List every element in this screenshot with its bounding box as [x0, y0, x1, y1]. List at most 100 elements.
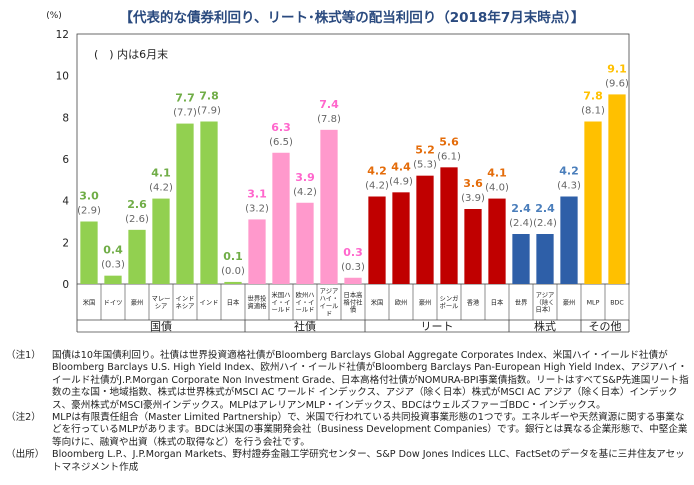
bar: [128, 229, 146, 284]
bar: [200, 121, 218, 284]
category-label: 欧州ハイ・イールド: [296, 290, 315, 314]
y-tick-label: 8: [62, 112, 69, 124]
bar: [296, 202, 314, 284]
value-label: 0.3: [343, 246, 363, 259]
value-label: 2.6: [127, 198, 147, 211]
prev-value-label: (2.6): [125, 214, 149, 225]
prev-value-label: (4.9): [389, 176, 413, 187]
value-label: 5.2: [415, 144, 435, 157]
value-label: 3.9: [295, 171, 315, 184]
value-label: 2.4: [535, 202, 555, 215]
y-axis: 0 2 4 6 8 10 12: [56, 29, 70, 291]
bar: [512, 234, 530, 284]
note-2: （注2） MLPは有限責任組合（Master Limited Partnersh…: [6, 412, 690, 449]
category-label: 豪州: [563, 297, 576, 306]
yield-bar-chart: 【代表的な債券利回り、リート･株式等の配当利回り（2018年7月末時点）】 (%…: [46, 9, 630, 333]
note-1: （注1） 国債は10年国債利回り。社債は世界投資適格社債がBloomberg B…: [6, 350, 690, 412]
value-label: 0.4: [103, 244, 123, 257]
value-label: 7.8: [199, 90, 219, 103]
prev-value-label: (4.0): [485, 183, 509, 194]
bar: [80, 221, 98, 284]
prev-value-label: (0.0): [221, 266, 245, 277]
value-label: 3.0: [79, 190, 99, 203]
category-label: アジアハイ・イールド: [320, 287, 339, 317]
legend-note: ( ) 内は6月末: [94, 47, 168, 61]
category-label: マレーシア: [152, 295, 171, 310]
category-label: 世界投資適格: [248, 294, 268, 310]
value-label: 9.1: [607, 62, 627, 75]
prev-value-label: (4.2): [365, 181, 389, 192]
prev-value-label: (3.2): [245, 203, 269, 214]
category-label: MLP: [587, 299, 600, 306]
value-label: 7.7: [175, 92, 195, 105]
value-label: 4.2: [559, 165, 579, 178]
category-label: 米国: [83, 297, 96, 306]
note-2-text: MLPは有限責任組合（Master Limited Partnership）で、…: [52, 412, 688, 448]
bar: [176, 123, 194, 284]
prev-value-label: (4.2): [149, 183, 173, 194]
note-1-label: （注1）: [6, 350, 41, 361]
category-label: 米国: [371, 297, 384, 306]
value-label: 7.4: [319, 98, 339, 111]
bar: [368, 196, 386, 284]
prev-value-label: (4.3): [557, 181, 581, 192]
group-label: 株式: [534, 319, 556, 333]
prev-value-label: (0.3): [341, 262, 365, 273]
category-label: インド: [200, 299, 219, 306]
category-label: 世界: [515, 297, 528, 306]
group-label: 国債: [150, 319, 172, 333]
page-title: 【代表的な債券利回り、リート･株式等の配当利回り（2018年7月末時点）】: [120, 9, 585, 26]
value-label: 4.1: [487, 167, 507, 180]
value-label: 6.3: [271, 121, 291, 134]
prev-value-label: (7.7): [173, 108, 197, 119]
bar: [464, 209, 482, 284]
category-label: 豪州: [419, 297, 432, 306]
value-label: 7.8: [583, 90, 603, 103]
value-label: 3.6: [463, 177, 483, 190]
note-1-text: 国債は10年国債利回り。社債は世界投資適格社債がBloomberg Barcla…: [52, 350, 689, 411]
y-tick-label: 4: [62, 196, 69, 208]
category-label: 日本: [227, 297, 240, 306]
bar: [416, 175, 434, 284]
note-source-text: Bloomberg L.P.、J.P.Morgan Markets、野村證券金融…: [52, 449, 685, 473]
value-label: 4.4: [391, 160, 411, 173]
y-tick-label: 0: [62, 279, 69, 291]
bar: [488, 198, 506, 284]
category-label: BDC: [610, 299, 624, 306]
value-label: 4.2: [367, 165, 387, 178]
prev-value-label: (6.5): [269, 137, 293, 148]
group-label: リート: [421, 320, 454, 333]
group-label: 社債: [294, 319, 316, 333]
y-unit-label: (%): [46, 11, 62, 21]
prev-value-label: (5.3): [413, 160, 437, 171]
note-source-label: （出所）: [6, 449, 45, 461]
bar: [152, 198, 170, 284]
prev-value-label: (8.1): [581, 106, 605, 117]
bar: [224, 281, 242, 284]
prev-value-label: (7.8): [317, 114, 341, 125]
bar: [320, 129, 338, 284]
bar: [104, 275, 122, 284]
bar: [560, 196, 578, 284]
category-label: シンガポール: [440, 294, 459, 310]
note-source: （出所） Bloomberg L.P.、J.P.Morgan Markets、野…: [6, 449, 690, 474]
prev-value-label: (6.1): [437, 151, 461, 162]
bar: [536, 234, 554, 284]
bar: [584, 121, 602, 284]
note-2-label: （注2）: [6, 412, 41, 424]
prev-value-label: (2.9): [77, 206, 101, 217]
category-label: 香港: [467, 297, 480, 306]
y-tick-label: 12: [56, 29, 69, 41]
category-label: 豪州: [131, 297, 144, 306]
category-label: 欧州: [395, 297, 408, 306]
bar-series: 3.0 (2.9) 0.4 (0.3) 2.6 (2.6) 4.1 (4.2) 7.7 (7.7)…: [77, 62, 629, 285]
category-label: インドネシア: [176, 296, 195, 310]
category-label: 米国ハイ・イールド: [272, 290, 291, 314]
category-label: アジア（除く日本）: [536, 291, 555, 314]
category-label: 日本: [491, 297, 504, 306]
prev-value-label: (7.9): [197, 106, 221, 117]
prev-value-label: (2.4): [509, 218, 533, 229]
value-label: 3.1: [247, 187, 267, 200]
bar: [344, 277, 362, 284]
